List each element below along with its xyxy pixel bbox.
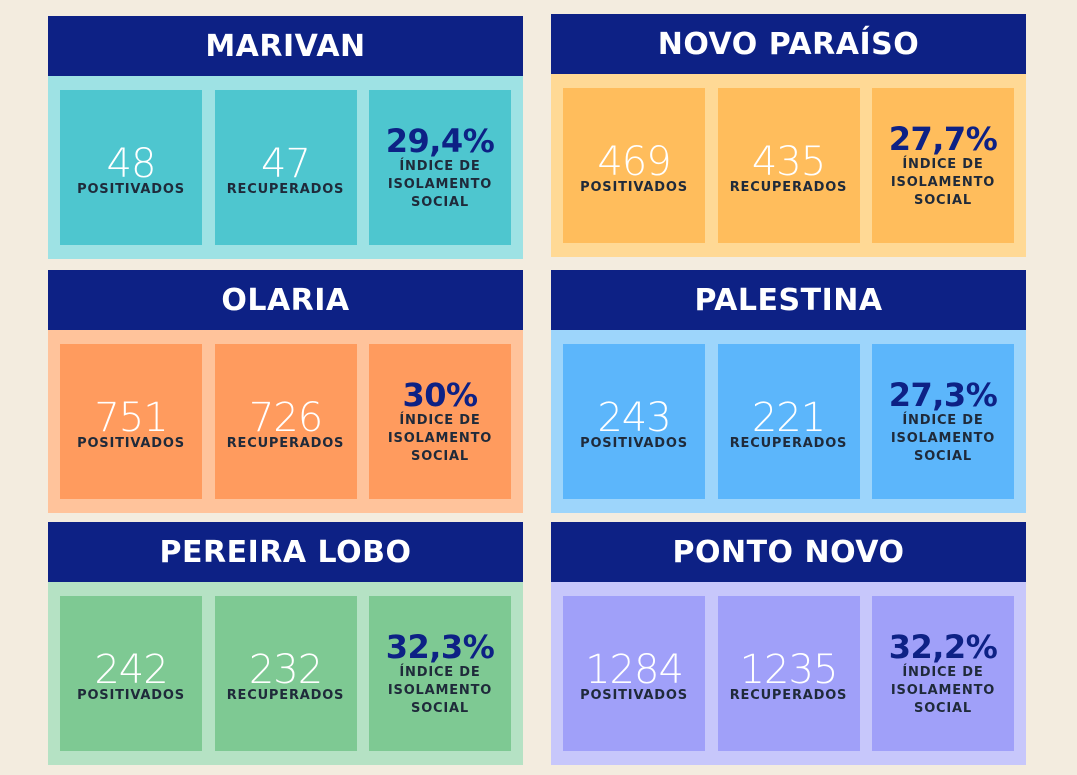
panel-title: OLARIA: [48, 270, 523, 330]
isolamento-box: 29,4% ÍNDICE DE ISOLAMENTO SOCIAL: [369, 90, 511, 245]
recuperados-value: 435: [751, 139, 826, 185]
recuperados-label: RECUPERADOS: [729, 180, 848, 195]
positivados-label: POSITIVADOS: [77, 436, 185, 451]
positivados-value: 242: [94, 647, 168, 693]
isolamento-label-line1: ÍNDICE DE: [399, 412, 481, 428]
panel-novo-paraiso: NOVO PARAÍSO 469 POSITIVADOS 435 RECUPER…: [551, 14, 1026, 257]
isolamento-value: 32,2%: [888, 627, 998, 666]
panel-body: 48 POSITIVADOS 47 RECUPERADOS 29,4% ÍNDI…: [48, 76, 523, 259]
recuperados-value: 221: [751, 395, 826, 441]
isolamento-label-line1: ÍNDICE DE: [902, 664, 984, 680]
recuperados-value: 1235: [739, 647, 839, 693]
recuperados-value: 47: [261, 141, 311, 187]
recuperados-label: RECUPERADOS: [226, 688, 345, 703]
panel-title: PALESTINA: [551, 270, 1026, 330]
panel-body: 469 POSITIVADOS 435 RECUPERADOS 27,7% ÍN…: [551, 74, 1026, 257]
panel-pereira-lobo: PEREIRA LOBO 242 POSITIVADOS 232 RECUPER…: [48, 522, 523, 765]
isolamento-label-line2: ISOLAMENTO: [890, 174, 996, 190]
isolamento-label-line3: SOCIAL: [914, 448, 972, 464]
positivados-box: 751 POSITIVADOS: [60, 344, 202, 499]
positivados-label: POSITIVADOS: [580, 436, 688, 451]
positivados-label: POSITIVADOS: [77, 182, 185, 197]
positivados-box: 1284 POSITIVADOS: [563, 596, 705, 751]
isolamento-label-line3: SOCIAL: [914, 700, 972, 716]
recuperados-box: 726 RECUPERADOS: [214, 344, 357, 499]
recuperados-label: RECUPERADOS: [729, 436, 848, 451]
isolamento-value: 27,7%: [888, 119, 998, 158]
panel-palestina: PALESTINA 243 POSITIVADOS 221 RECUPERADO…: [551, 270, 1026, 513]
panel-title: PONTO NOVO: [551, 522, 1026, 582]
isolamento-label-line1: ÍNDICE DE: [399, 664, 481, 680]
isolamento-box: 27,7% ÍNDICE DE ISOLAMENTO SOCIAL: [872, 88, 1014, 243]
isolamento-box: 27,3% ÍNDICE DE ISOLAMENTO SOCIAL: [872, 344, 1014, 499]
isolamento-box: 32,2% ÍNDICE DE ISOLAMENTO SOCIAL: [872, 596, 1014, 751]
isolamento-label-line2: ISOLAMENTO: [890, 682, 996, 698]
panel-title: NOVO PARAÍSO: [551, 14, 1026, 74]
recuperados-label: RECUPERADOS: [226, 182, 345, 197]
isolamento-label-line3: SOCIAL: [411, 194, 469, 210]
isolamento-label-line1: ÍNDICE DE: [902, 412, 984, 428]
positivados-box: 48 POSITIVADOS: [60, 90, 202, 245]
positivados-value: 1284: [585, 647, 684, 693]
positivados-value: 48: [106, 141, 157, 187]
recuperados-box: 435 RECUPERADOS: [717, 88, 860, 243]
isolamento-label-line1: ÍNDICE DE: [399, 158, 481, 174]
isolamento-label-line2: ISOLAMENTO: [890, 430, 996, 446]
isolamento-label-line1: ÍNDICE DE: [902, 156, 984, 172]
isolamento-label-line2: ISOLAMENTO: [387, 682, 493, 698]
positivados-value: 243: [597, 395, 671, 441]
panel-ponto-novo: PONTO NOVO 1284 POSITIVADOS 1235 RECUPER…: [551, 522, 1026, 765]
recuperados-box: 1235 RECUPERADOS: [717, 596, 860, 751]
panel-body: 243 POSITIVADOS 221 RECUPERADOS 27,3% ÍN…: [551, 330, 1026, 513]
panel-title: MARIVAN: [48, 16, 523, 76]
recuperados-label: RECUPERADOS: [729, 688, 848, 703]
recuperados-box: 221 RECUPERADOS: [717, 344, 860, 499]
isolamento-value: 27,3%: [888, 375, 998, 414]
isolamento-value: 32,3%: [385, 627, 495, 666]
isolamento-box: 32,3% ÍNDICE DE ISOLAMENTO SOCIAL: [369, 596, 511, 751]
positivados-box: 242 POSITIVADOS: [60, 596, 202, 751]
isolamento-label-line3: SOCIAL: [411, 448, 469, 464]
isolamento-label-line3: SOCIAL: [411, 700, 469, 716]
positivados-label: POSITIVADOS: [77, 688, 185, 703]
recuperados-box: 47 RECUPERADOS: [214, 90, 357, 245]
positivados-box: 243 POSITIVADOS: [563, 344, 705, 499]
positivados-box: 469 POSITIVADOS: [563, 88, 705, 243]
panel-marivan: MARIVAN 48 POSITIVADOS 47 RECUPERADOS 29…: [48, 16, 523, 259]
isolamento-label-line2: ISOLAMENTO: [387, 176, 493, 192]
positivados-value: 469: [597, 139, 671, 185]
positivados-label: POSITIVADOS: [580, 180, 688, 195]
recuperados-label: RECUPERADOS: [226, 436, 345, 451]
panel-body: 242 POSITIVADOS 232 RECUPERADOS 32,3% ÍN…: [48, 582, 523, 765]
panel-body: 1284 POSITIVADOS 1235 RECUPERADOS 32,2% …: [551, 582, 1026, 765]
recuperados-box: 232 RECUPERADOS: [214, 596, 357, 751]
isolamento-value: 30%: [402, 375, 478, 414]
panel-body: 751 POSITIVADOS 726 RECUPERADOS 30% ÍNDI…: [48, 330, 523, 513]
recuperados-value: 726: [248, 395, 323, 441]
isolamento-box: 30% ÍNDICE DE ISOLAMENTO SOCIAL: [369, 344, 511, 499]
recuperados-value: 232: [248, 647, 323, 693]
positivados-label: POSITIVADOS: [580, 688, 688, 703]
isolamento-label-line3: SOCIAL: [914, 192, 972, 208]
isolamento-label-line2: ISOLAMENTO: [387, 430, 493, 446]
panel-title: PEREIRA LOBO: [48, 522, 523, 582]
panel-olaria: OLARIA 751 POSITIVADOS 726 RECUPERADOS 3…: [48, 270, 523, 513]
positivados-value: 751: [94, 395, 168, 441]
isolamento-value: 29,4%: [385, 121, 495, 160]
